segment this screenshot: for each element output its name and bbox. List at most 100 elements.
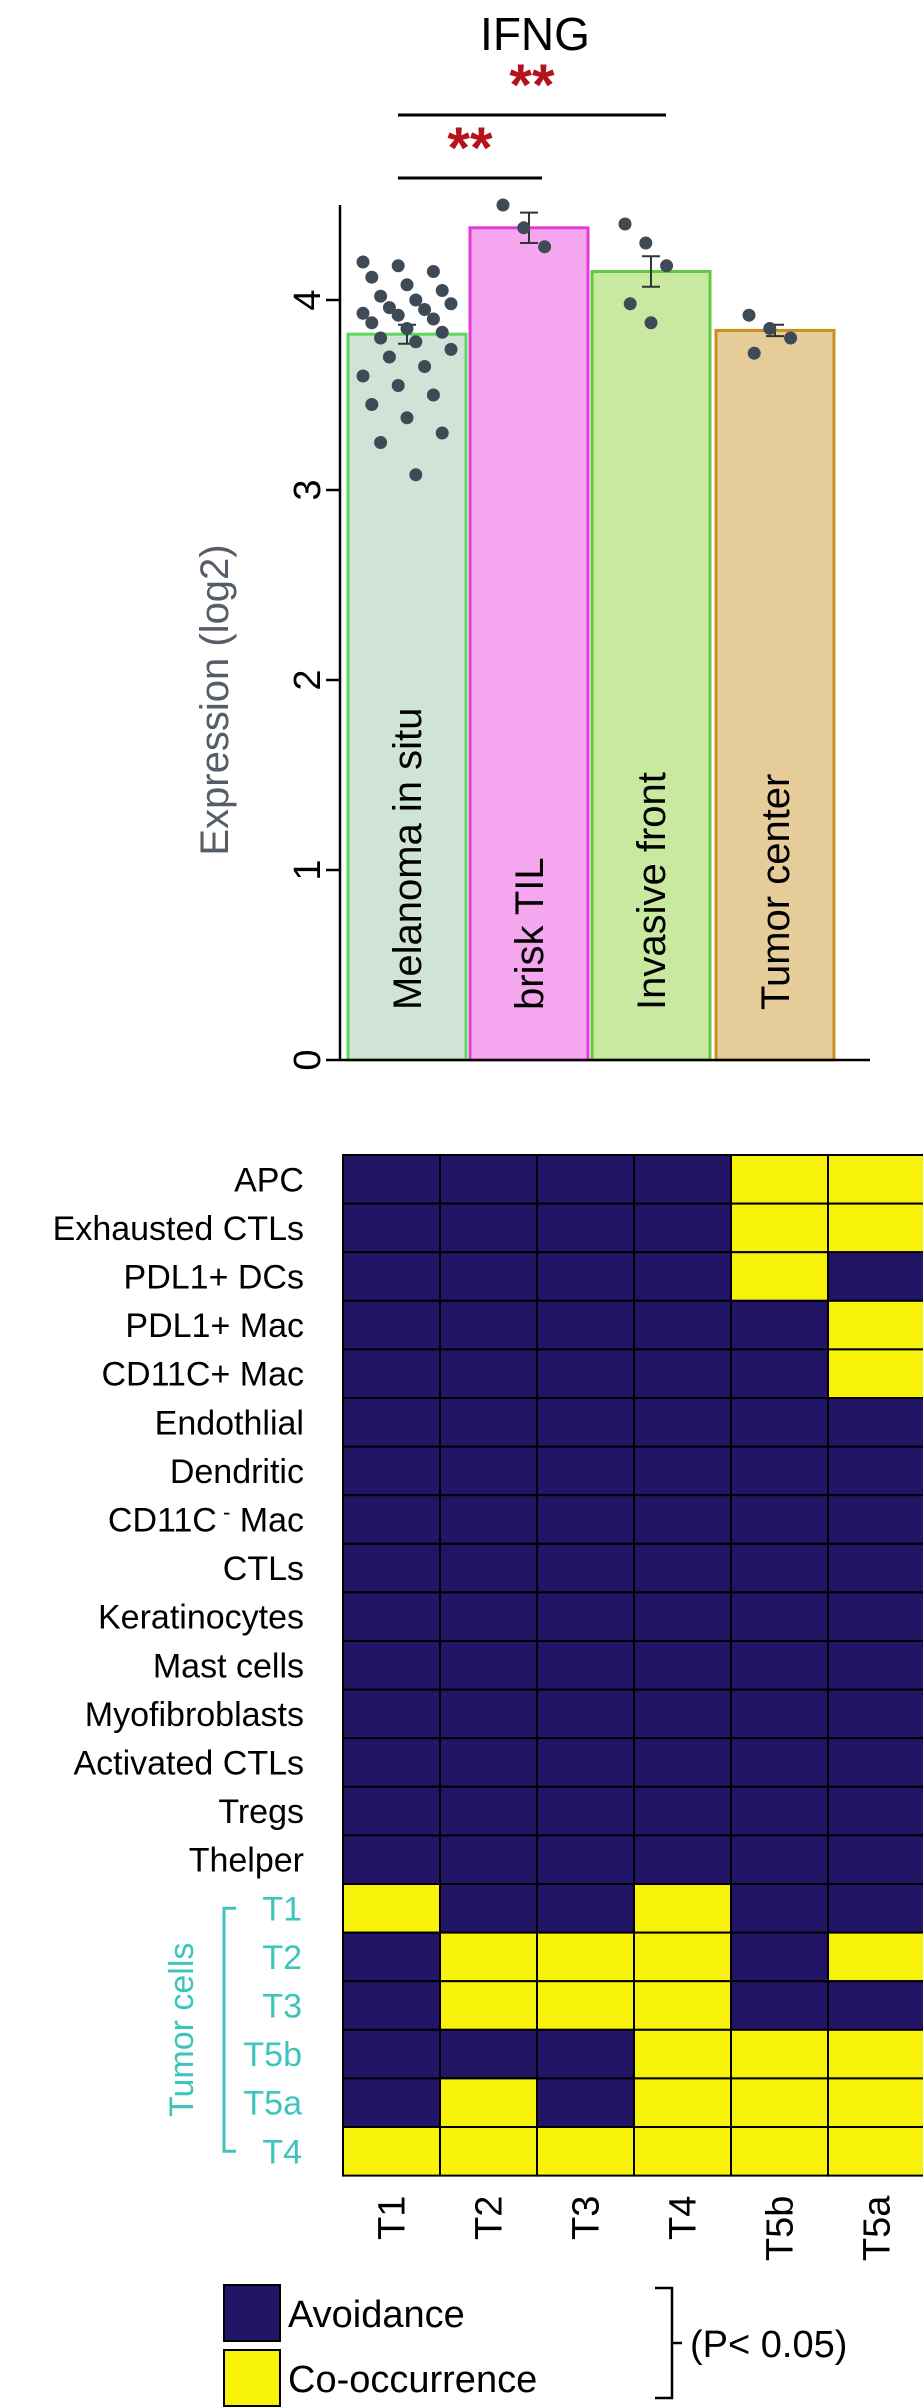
row-label: T3 [262,1988,302,2026]
heatmap-cell [827,1931,923,1983]
heatmap-cell [827,1542,923,1594]
heatmap-cell [536,1251,635,1302]
heatmap-cell [730,1445,829,1497]
heatmap-cell [730,2028,829,2080]
heatmap-cell [536,1202,635,1254]
data-point [374,289,388,303]
column-label: T2 [469,2196,511,2240]
heatmap-cell [536,1591,635,1643]
bar [468,226,590,1062]
heatmap-cell [633,1154,732,1205]
significance-stars: ** [447,116,493,181]
heatmap-cell [633,1348,732,1400]
heatmap-cell [439,1931,538,1983]
heatmap-cell [536,1688,635,1740]
bar-chart: IFNG Expression (log2) 0 1 2 3 4 Melanoma in… [193,8,870,1071]
heatmap-cell [827,1980,923,2031]
heatmap-cell [730,1397,829,1448]
heatmap-cell [730,1640,829,1691]
data-point [623,297,637,311]
heatmap-cell [730,1154,829,1205]
heatmap-cell [730,1931,829,1983]
heatmap-cell [342,1542,441,1594]
legend-label: Co-occurrence [288,2359,537,2401]
heatmap-cell [439,1980,538,2031]
data-point [538,240,552,254]
heatmap-cell [633,2126,732,2177]
heatmap-cell [730,1785,829,1837]
heatmap-cell [342,1494,441,1545]
row-label: T2 [262,1939,302,1977]
data-point [356,369,370,383]
heatmap-cell [342,2077,441,2128]
heatmap-cell [536,1154,635,1205]
legend-swatch [223,2349,281,2407]
category-label: Tumor center [754,774,798,1010]
group-bracket [222,1906,236,2153]
heatmap-cell [439,1883,538,1934]
heatmap-cell [439,1640,538,1691]
data-point [426,388,440,402]
heatmap-cell [633,1640,732,1691]
heatmap-cell [536,2126,635,2177]
heatmap-cell [342,1931,441,1983]
heatmap-cell [827,1445,923,1497]
heatmap-cell [827,1154,923,1205]
data-point [365,270,379,284]
data-point [496,198,510,212]
heatmap-cell [536,1494,635,1545]
heatmap-cell [730,1834,829,1886]
heatmap-cell [342,1737,441,1788]
data-point [435,325,449,339]
heatmap-cell [439,1542,538,1594]
heatmap-cell [730,2077,829,2128]
row-label: Myofibroblasts [85,1696,304,1734]
heatmap-cell [536,1737,635,1788]
data-point [426,312,440,326]
category-label: brisk TIL [508,857,552,1010]
heatmap-cell [536,2028,635,2080]
row-label: Keratinocytes [98,1599,304,1637]
heatmap-cell [536,1445,635,1497]
data-point [660,259,674,273]
heatmap-cell [342,1154,441,1205]
heatmap-cell [439,1299,538,1351]
data-point [409,293,423,307]
heatmap-cell [536,1834,635,1886]
row-label: Thelper [189,1842,304,1880]
heatmap-cell [439,2126,538,2177]
data-point [374,436,388,449]
heatmap-cell [633,1883,732,1934]
heatmap-cell [633,2077,732,2128]
data-point [435,284,449,297]
row-label: APC [234,1161,304,1199]
y-tick-label: 1 [287,859,329,880]
heatmap-cell [439,2077,538,2128]
heatmap-cell [439,1154,538,1205]
heatmap-cell [730,1299,829,1351]
p-value-note: (P< 0.05) [690,2324,847,2366]
bar [346,332,468,1062]
data-point [742,308,756,322]
data-point [400,322,414,335]
heatmap-cell [633,1299,732,1351]
row-label: T1 [262,1890,302,1928]
legend-bracket [655,2286,682,2400]
data-point [374,331,388,345]
category-label: Melanoma in situ [386,708,430,1010]
data-point [365,398,379,411]
y-axis-label: Expression (log2) [193,544,237,855]
heatmap-cell [342,1591,441,1643]
heatmap-cell [342,1883,441,1934]
heatmap-cell [342,1397,441,1448]
heatmap-cell [633,1931,732,1983]
heatmap-cell [342,1299,441,1351]
heatmap-cell [633,1445,732,1497]
heatmap-cell [342,1785,441,1837]
chart-title: IFNG [480,8,590,60]
heatmap-cell [439,1785,538,1837]
heatmap-cell [730,1251,829,1302]
heatmap-cell [730,2126,829,2177]
heatmap-cell [342,2126,441,2177]
heatmap-cell [730,1980,829,2031]
